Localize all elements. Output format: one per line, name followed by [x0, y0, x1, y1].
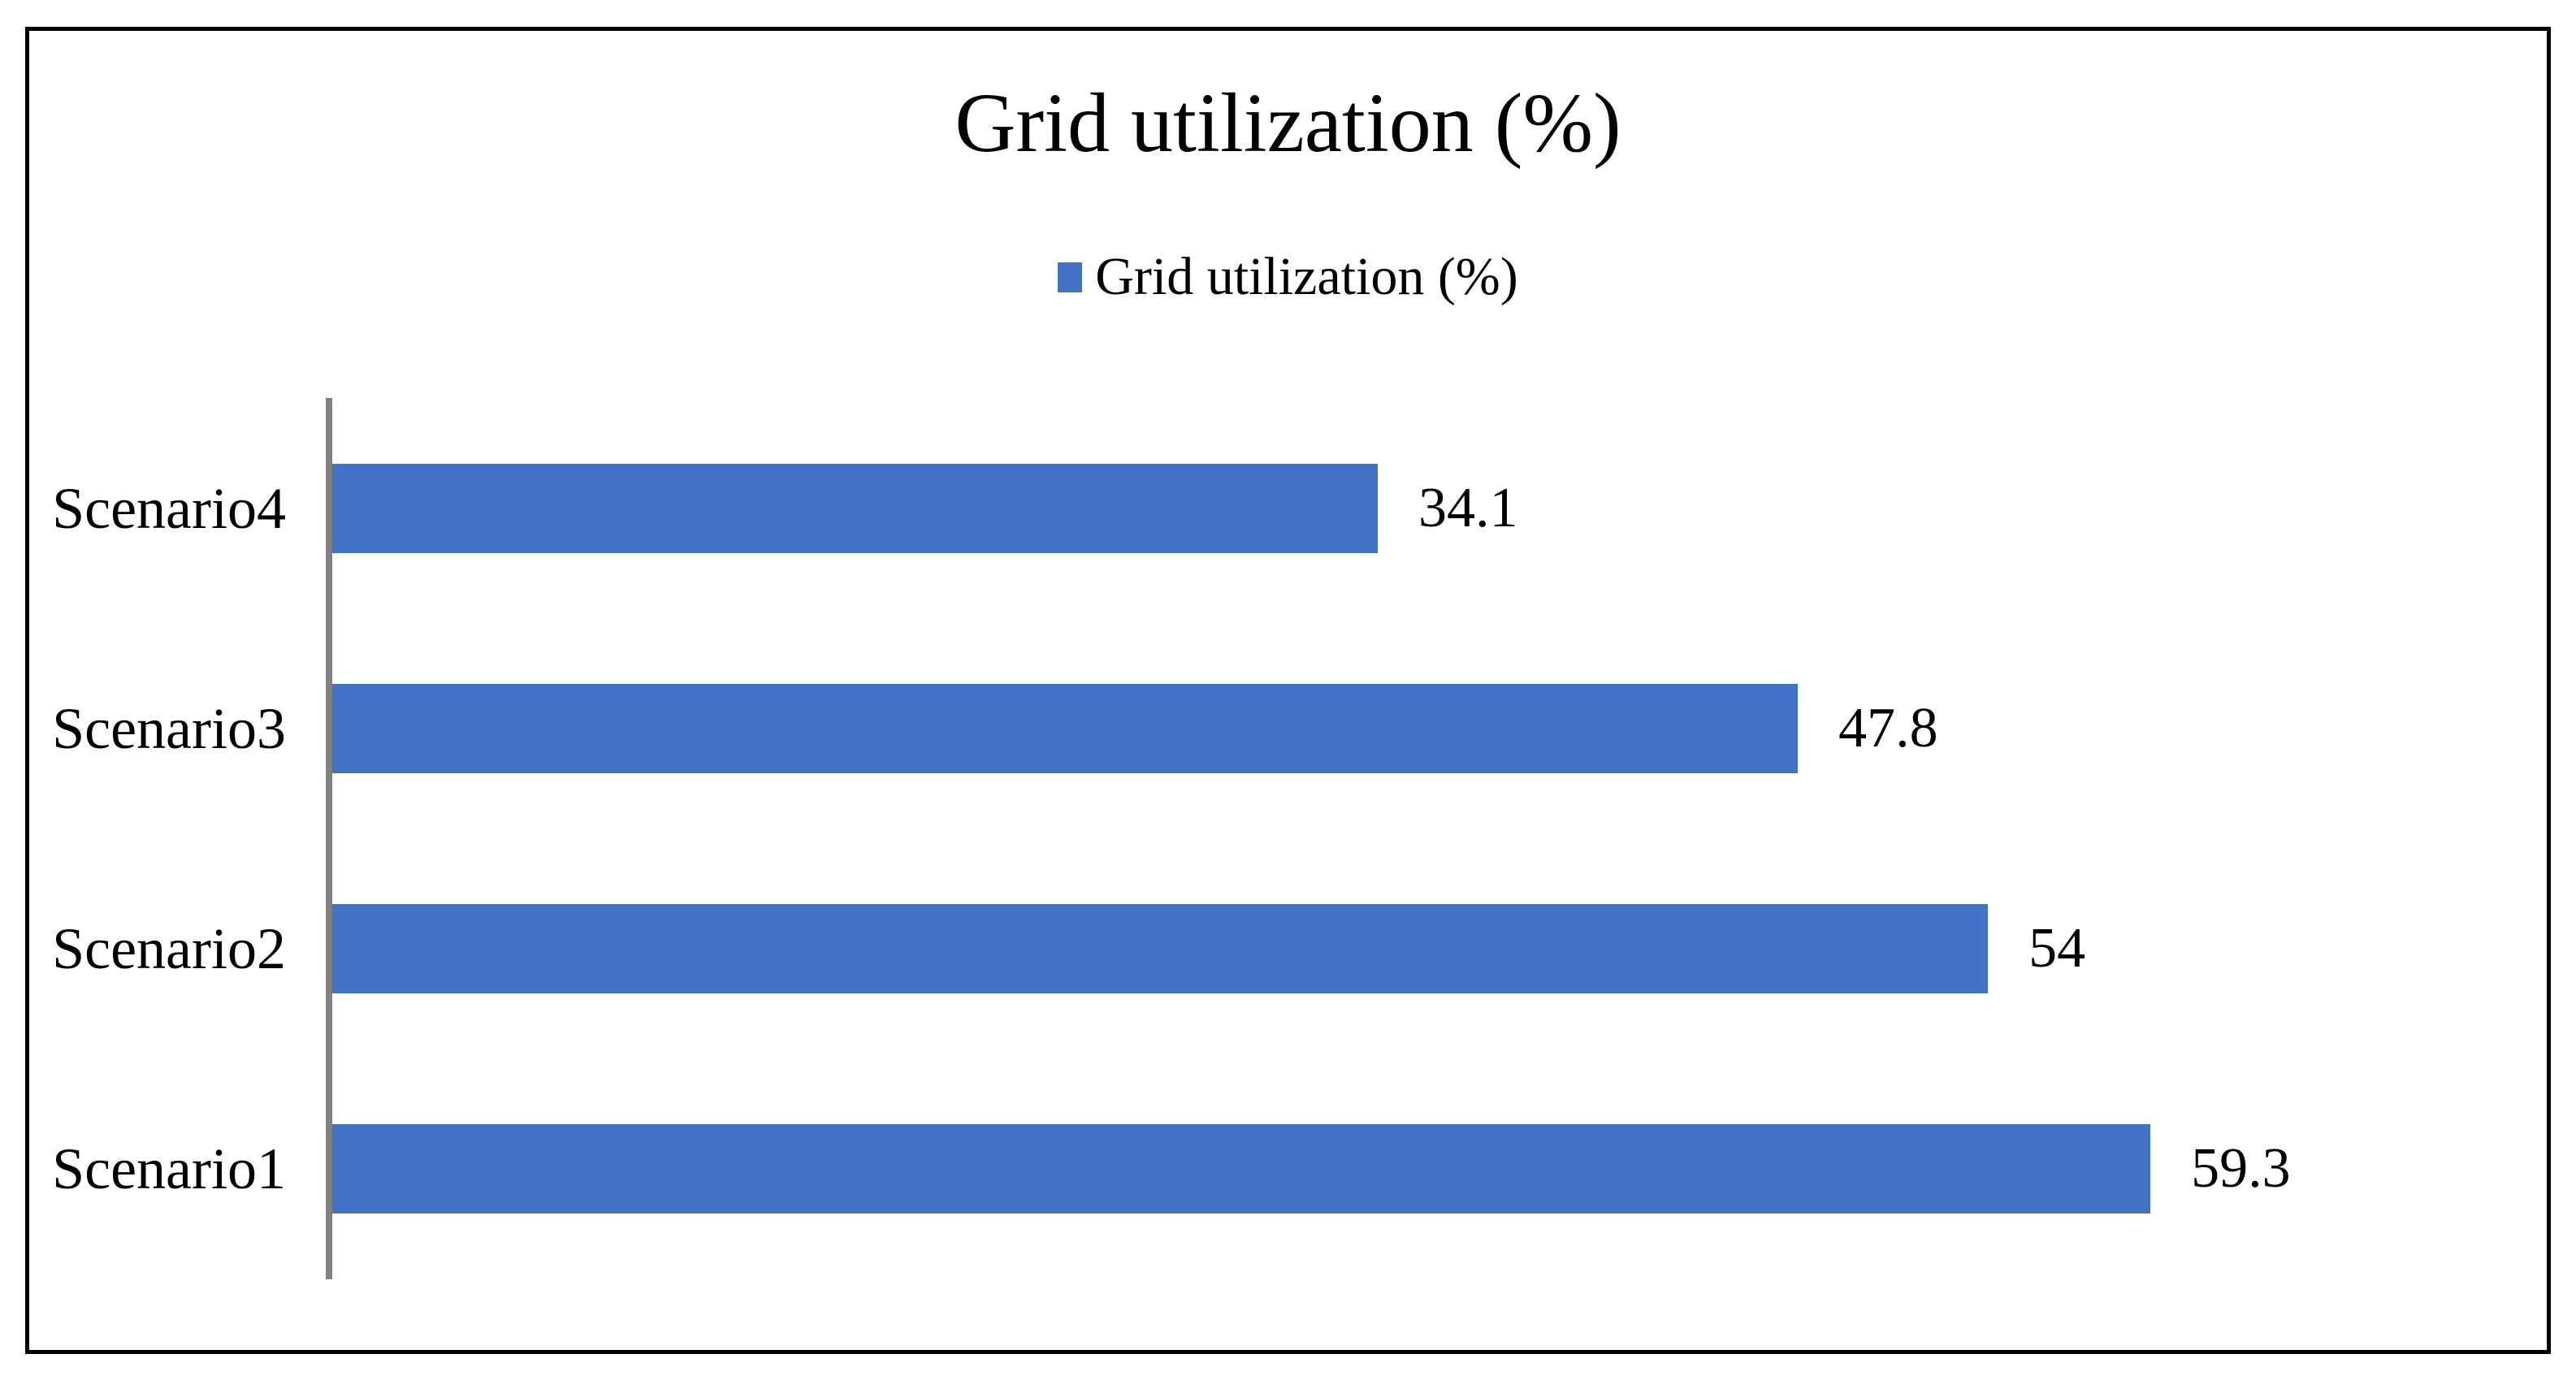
bar-row: 59.3 — [332, 1059, 2479, 1279]
category-axis-labels: Scenario4 Scenario3 Scenario2 Scenario1 — [29, 398, 286, 1279]
category-label: Scenario1 — [52, 1136, 286, 1202]
bar-rows: 34.1 47.8 54 59.3 — [332, 398, 2479, 1279]
chart-title: Grid utilization (%) — [955, 76, 1621, 170]
value-label: 59.3 — [2191, 1137, 2291, 1200]
legend-label: Grid utilization (%) — [1095, 247, 1518, 306]
value-label: 54 — [2028, 917, 2086, 980]
value-label: 47.8 — [1838, 696, 1938, 759]
category-label: Scenario2 — [52, 916, 286, 982]
category-label: Scenario3 — [52, 695, 286, 761]
plot-area: 34.1 47.8 54 59.3 — [326, 398, 2479, 1279]
vertical-axis-line — [326, 398, 332, 1279]
legend-swatch-icon — [1058, 262, 1083, 292]
bar-row: 47.8 — [332, 618, 2479, 838]
bar[interactable] — [332, 463, 1379, 553]
bar-row: 54 — [332, 839, 2479, 1059]
bar[interactable] — [332, 1124, 2151, 1214]
value-label: 34.1 — [1418, 476, 1518, 539]
bar-row: 34.1 — [332, 398, 2479, 618]
legend[interactable]: Grid utilization (%) — [0, 250, 2576, 304]
bar[interactable] — [332, 683, 1799, 773]
category-label: Scenario4 — [52, 475, 286, 541]
bar[interactable] — [332, 904, 1989, 994]
